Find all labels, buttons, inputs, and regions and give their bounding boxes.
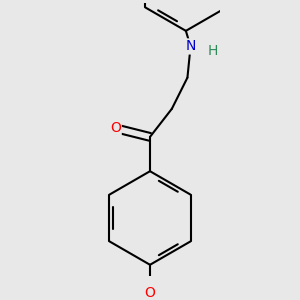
Text: O: O [110,121,121,134]
Text: O: O [145,286,155,300]
Text: H: H [207,44,218,58]
Text: N: N [185,39,196,53]
